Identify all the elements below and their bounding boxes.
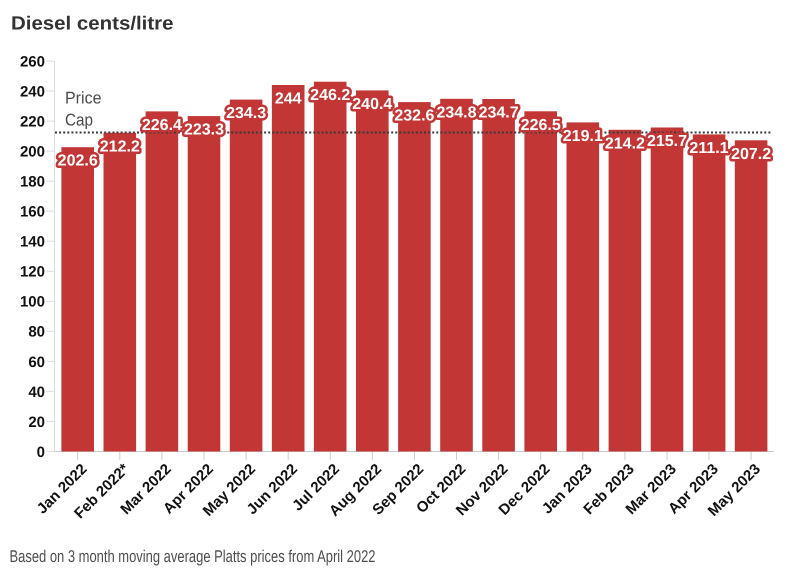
svg-text:160: 160 bbox=[20, 204, 45, 221]
svg-text:Cap: Cap bbox=[65, 111, 93, 130]
svg-text:234.8: 234.8 bbox=[436, 104, 476, 121]
svg-text:234.3: 234.3 bbox=[226, 105, 266, 122]
svg-text:20: 20 bbox=[28, 414, 45, 431]
svg-text:244: 244 bbox=[275, 91, 302, 108]
svg-text:207.2: 207.2 bbox=[731, 146, 771, 163]
svg-text:246.2: 246.2 bbox=[310, 87, 350, 104]
svg-text:219.1: 219.1 bbox=[563, 128, 603, 145]
svg-text:234.7: 234.7 bbox=[479, 105, 519, 122]
svg-text:120: 120 bbox=[20, 264, 45, 281]
svg-text:226.4: 226.4 bbox=[142, 117, 182, 134]
svg-text:80: 80 bbox=[28, 324, 45, 341]
svg-text:240: 240 bbox=[20, 83, 45, 100]
svg-text:202.6: 202.6 bbox=[58, 153, 98, 170]
svg-text:Based on 3 month moving averag: Based on 3 month moving average Platts p… bbox=[10, 547, 376, 566]
svg-text:40: 40 bbox=[28, 384, 45, 401]
svg-text:232.6: 232.6 bbox=[394, 108, 434, 125]
svg-text:0: 0 bbox=[37, 444, 45, 461]
svg-text:215.7: 215.7 bbox=[647, 133, 687, 150]
svg-text:226.5: 226.5 bbox=[521, 117, 561, 134]
svg-text:220: 220 bbox=[20, 114, 45, 131]
svg-text:Diesel cents/litre: Diesel cents/litre bbox=[11, 14, 174, 35]
svg-text:Price: Price bbox=[65, 89, 102, 108]
svg-text:240.4: 240.4 bbox=[352, 96, 392, 113]
svg-text:180: 180 bbox=[20, 174, 45, 191]
svg-text:60: 60 bbox=[28, 354, 45, 371]
svg-text:211.1: 211.1 bbox=[689, 140, 728, 157]
svg-text:260: 260 bbox=[20, 53, 45, 70]
svg-text:223.3: 223.3 bbox=[184, 122, 224, 139]
svg-text:200: 200 bbox=[20, 144, 45, 161]
svg-text:140: 140 bbox=[20, 234, 45, 251]
svg-text:212.2: 212.2 bbox=[100, 138, 140, 155]
svg-text:214.2: 214.2 bbox=[605, 135, 645, 152]
svg-text:100: 100 bbox=[20, 294, 45, 311]
